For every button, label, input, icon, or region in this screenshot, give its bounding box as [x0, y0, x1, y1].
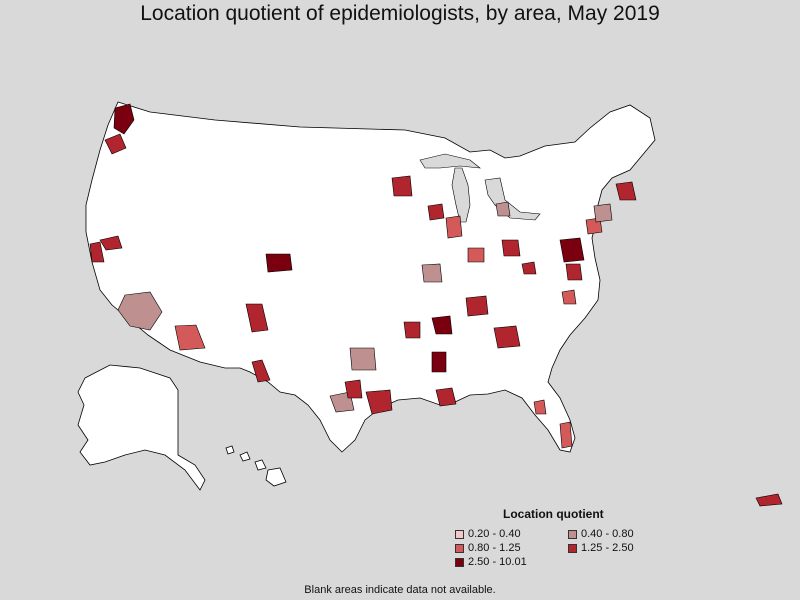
legend-label: 0.80 - 1.25	[468, 542, 521, 554]
contiguous-us-landmass	[85, 101, 656, 453]
metro-areas	[89, 103, 783, 507]
hawaii-islands	[225, 445, 287, 487]
metro-el-paso	[251, 359, 271, 383]
metro-jackson	[431, 351, 447, 373]
legend-swatch	[455, 543, 464, 553]
metro-charleston-wv	[521, 261, 537, 275]
metro-denver	[265, 253, 293, 273]
metro-houston	[365, 389, 393, 415]
legend-swatch	[455, 557, 464, 567]
alaska-landmass	[77, 364, 206, 491]
lake-huron-erie	[484, 177, 541, 221]
metro-richmond	[565, 263, 583, 281]
metro-indianapolis	[467, 247, 485, 263]
metro-miami	[559, 421, 573, 449]
metro-los-angeles	[117, 291, 163, 331]
legend-label: 0.40 - 0.80	[581, 528, 634, 540]
metro-madison	[427, 203, 445, 221]
metro-new-orleans	[435, 387, 457, 407]
legend-swatch	[455, 529, 464, 539]
legend-swatch	[568, 543, 577, 553]
metro-sacramento	[99, 235, 123, 251]
metro-sf	[89, 241, 105, 263]
metro-pittsburgh	[495, 201, 511, 217]
metro-seattle	[113, 103, 135, 135]
metro-tampa	[533, 399, 547, 415]
metro-dallas	[349, 347, 377, 371]
metro-chicago	[445, 215, 463, 239]
metro-atlanta	[493, 325, 521, 349]
legend-item-0-40: 0.40 - 0.80	[568, 528, 634, 540]
lake-michigan	[451, 167, 471, 223]
legend-item-2-50: 2.50 - 10.01	[455, 556, 527, 568]
legend-item-1-25: 1.25 - 2.50	[568, 542, 634, 554]
legend-label: 2.50 - 10.01	[468, 556, 527, 568]
map-title: Location quotient of epidemiologists, by…	[140, 2, 660, 25]
legend-swatch	[568, 529, 577, 539]
legend-label: 0.20 - 0.40	[468, 528, 521, 540]
legend-title: Location quotient	[503, 507, 604, 521]
legend-label: 1.25 - 2.50	[581, 542, 634, 554]
metro-minneapolis	[391, 175, 413, 197]
metro-nashville	[465, 295, 489, 317]
metro-columbus	[501, 239, 521, 257]
metro-st-louis	[421, 263, 443, 283]
metro-portland	[104, 133, 127, 155]
metro-memphis	[431, 315, 453, 335]
legend-item-0-20: 0.20 - 0.40	[455, 528, 521, 540]
metro-boston	[615, 181, 637, 201]
metro-little-rock	[403, 321, 421, 339]
metro-new-york	[593, 203, 613, 223]
metro-charlotte	[561, 289, 577, 305]
footnote: Blank areas indicate data not available.	[304, 584, 496, 596]
metro-washington-dc	[559, 237, 585, 263]
legend-item-0-80: 0.80 - 1.25	[455, 542, 521, 554]
metro-puerto-rico	[755, 493, 783, 507]
metro-phoenix	[174, 324, 206, 351]
lake-superior	[419, 153, 481, 169]
metro-albuquerque	[245, 303, 269, 333]
metro-shreveport	[344, 379, 363, 399]
